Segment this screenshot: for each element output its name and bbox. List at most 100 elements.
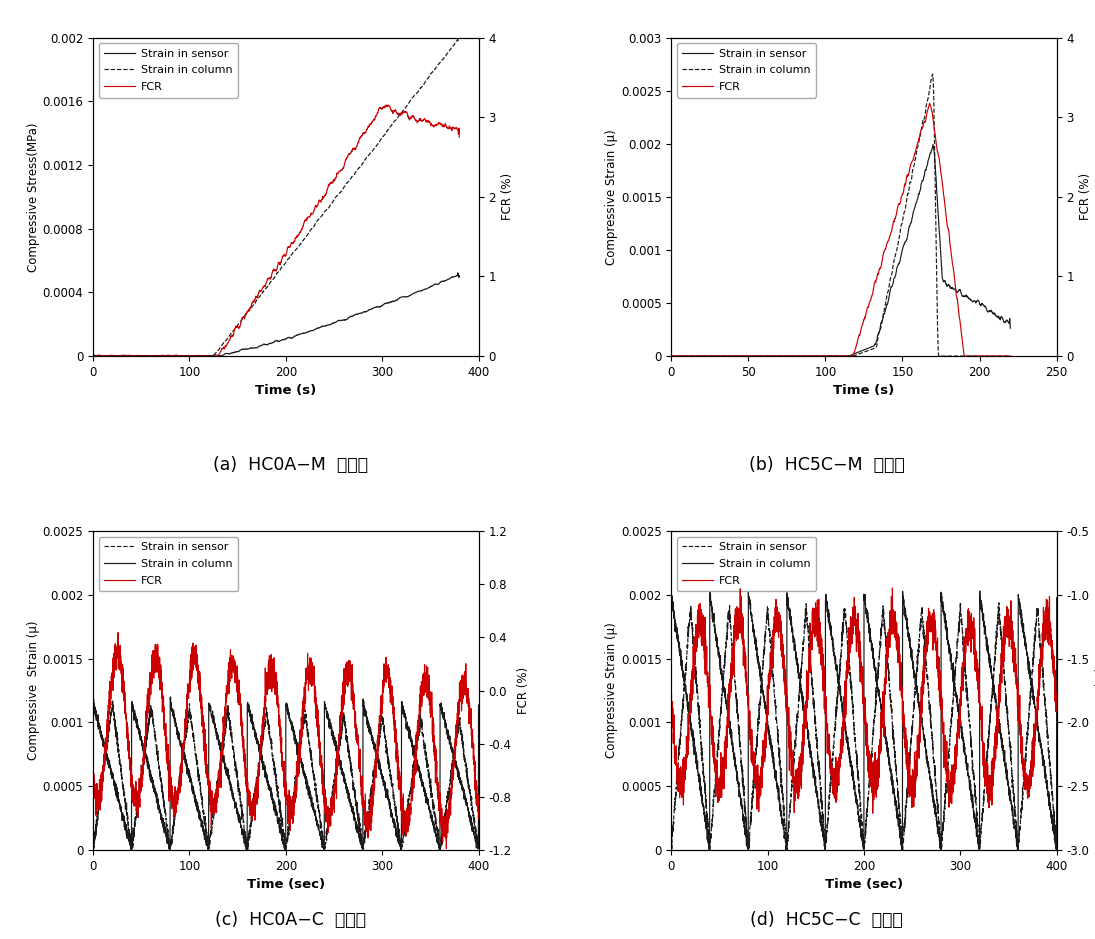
Legend: Strain in sensor, Strain in column, FCR: Strain in sensor, Strain in column, FCR xyxy=(677,537,816,592)
Strain in sensor xyxy=(1050,844,1063,855)
Strain in sensor xyxy=(1042,750,1056,762)
Strain in sensor xyxy=(731,709,745,720)
FCR xyxy=(153,685,166,696)
Strain in sensor xyxy=(234,798,247,809)
X-axis label: Time (s): Time (s) xyxy=(255,384,316,397)
FCR xyxy=(1001,616,1014,627)
Y-axis label: Compressive Strain (μ): Compressive Strain (μ) xyxy=(604,129,618,265)
Strain in column xyxy=(802,350,815,362)
Strain in column xyxy=(472,700,485,711)
Y-axis label: Compressive  Strain (μ): Compressive Strain (μ) xyxy=(26,621,39,761)
FCR xyxy=(242,304,255,316)
FCR xyxy=(423,695,436,706)
Strain in sensor xyxy=(472,842,485,854)
Strain in sensor xyxy=(452,270,465,282)
FCR xyxy=(251,768,264,779)
Strain in sensor xyxy=(1001,713,1014,724)
Y-axis label: FCR (%): FCR (%) xyxy=(502,174,515,221)
Line: Strain in sensor: Strain in sensor xyxy=(93,273,459,356)
FCR xyxy=(440,843,453,854)
Strain in column xyxy=(814,350,827,362)
Strain in column xyxy=(703,844,716,855)
FCR xyxy=(665,350,678,362)
X-axis label: Time (sec): Time (sec) xyxy=(825,878,903,891)
Strain in column xyxy=(234,822,247,833)
Strain in column xyxy=(153,805,166,816)
Line: Strain in column: Strain in column xyxy=(671,74,1011,356)
Line: FCR: FCR xyxy=(671,103,1011,356)
Strain in column xyxy=(812,803,826,814)
FCR xyxy=(130,786,143,797)
Strain in column xyxy=(898,207,911,218)
Strain in sensor xyxy=(130,804,143,815)
FCR xyxy=(87,350,100,362)
Strain in sensor xyxy=(802,350,815,362)
Strain in column xyxy=(256,286,269,298)
Strain in column xyxy=(87,696,100,707)
Strain in sensor xyxy=(898,239,911,250)
Strain in sensor xyxy=(423,778,436,790)
Strain in column xyxy=(296,237,309,248)
Strain in column xyxy=(125,844,138,855)
Strain in column xyxy=(930,233,943,244)
FCR xyxy=(665,701,678,713)
Strain in column xyxy=(130,722,143,733)
Strain in sensor xyxy=(256,339,269,350)
Legend: Strain in sensor, Strain in column, FCR: Strain in sensor, Strain in column, FCR xyxy=(677,43,816,98)
FCR xyxy=(886,582,899,593)
Strain in column xyxy=(926,69,940,80)
Strain in sensor xyxy=(242,343,255,354)
Line: Strain in sensor: Strain in sensor xyxy=(671,603,1057,850)
Strain in sensor xyxy=(708,778,722,790)
Strain in column xyxy=(242,305,255,316)
Strain in column xyxy=(708,629,722,640)
Strain in sensor xyxy=(812,766,826,777)
Strain in sensor xyxy=(115,349,128,361)
Strain in column xyxy=(1042,793,1056,805)
Text: (c)  HC0A−C  실험체: (c) HC0A−C 실험체 xyxy=(215,911,366,930)
X-axis label: Time (s): Time (s) xyxy=(833,384,895,397)
Line: Strain in sensor: Strain in sensor xyxy=(671,145,1011,356)
X-axis label: Time (sec): Time (sec) xyxy=(246,878,325,891)
FCR xyxy=(1042,612,1056,623)
Text: (d)  HC5C−C  실험체: (d) HC5C−C 실험체 xyxy=(750,911,903,930)
Strain in sensor xyxy=(464,794,477,806)
FCR xyxy=(112,627,125,639)
Legend: Strain in sensor, Strain in column, FCR: Strain in sensor, Strain in column, FCR xyxy=(99,537,238,592)
Strain in column xyxy=(115,350,128,362)
Strain in sensor xyxy=(251,769,264,780)
Strain in sensor xyxy=(153,765,166,777)
Legend: Strain in sensor, Strain in column, FCR: Strain in sensor, Strain in column, FCR xyxy=(99,43,238,98)
Strain in column xyxy=(87,349,100,361)
FCR xyxy=(898,182,911,193)
FCR xyxy=(829,796,842,808)
Strain in column xyxy=(1050,593,1063,604)
Line: FCR: FCR xyxy=(93,105,459,356)
Strain in column xyxy=(251,738,264,749)
Line: Strain in column: Strain in column xyxy=(671,590,1057,850)
FCR xyxy=(814,350,827,362)
Line: Strain in column: Strain in column xyxy=(93,36,459,356)
Y-axis label: Compressive Stress(MPa): Compressive Stress(MPa) xyxy=(26,122,39,271)
FCR xyxy=(812,624,826,636)
Line: FCR: FCR xyxy=(93,633,479,849)
FCR xyxy=(250,292,263,303)
Strain in sensor xyxy=(296,328,309,339)
FCR xyxy=(256,282,269,293)
Strain in sensor xyxy=(87,844,100,855)
Strain in column xyxy=(1004,350,1017,362)
Line: FCR: FCR xyxy=(671,588,1057,813)
Strain in sensor xyxy=(130,349,143,361)
Strain in sensor xyxy=(250,342,263,353)
Text: (b)  HC5C−M  실험체: (b) HC5C−M 실험체 xyxy=(749,455,904,474)
FCR xyxy=(464,723,477,734)
FCR xyxy=(87,765,100,777)
Strain in column xyxy=(731,777,745,789)
Y-axis label: Compressive Strain (μ): Compressive Strain (μ) xyxy=(604,623,618,759)
Strain in sensor xyxy=(814,350,827,362)
FCR xyxy=(935,177,948,188)
Strain in sensor xyxy=(926,139,940,150)
Strain in column xyxy=(250,296,263,307)
FCR xyxy=(234,716,247,727)
Strain in column xyxy=(829,664,842,675)
